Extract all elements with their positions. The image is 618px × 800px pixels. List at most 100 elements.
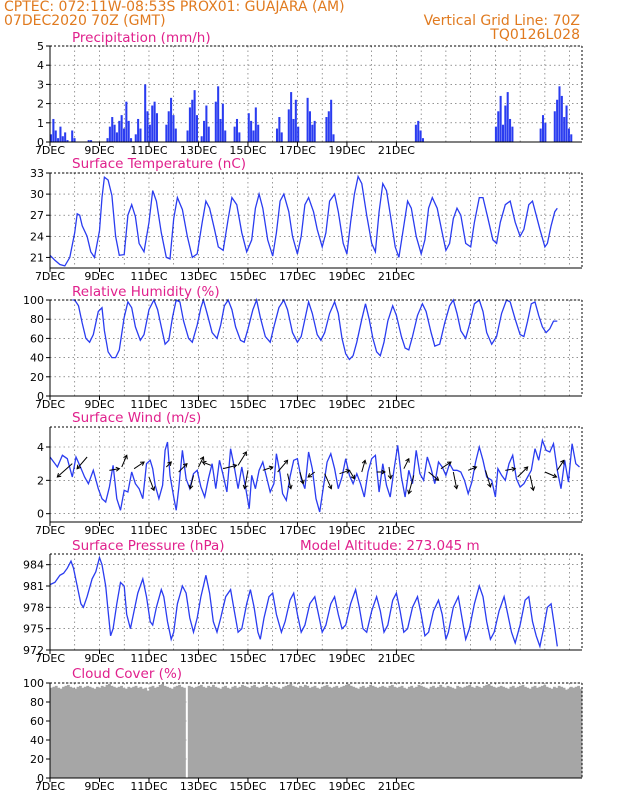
wind-arrow-shaft	[244, 470, 249, 489]
wind-arrow-head	[232, 463, 238, 469]
pres-xtick-label: 9DEC	[84, 652, 114, 665]
cloud-bar	[482, 685, 486, 778]
wind-arrow-head	[201, 460, 207, 466]
cloud-bar	[347, 683, 351, 778]
precip-bar	[417, 120, 420, 142]
precip-ytick-label: 2	[37, 98, 44, 111]
cloud-bar	[161, 683, 165, 778]
wind-arrow-head	[299, 479, 305, 485]
precip-bar	[233, 126, 236, 142]
cloud-bar	[137, 687, 140, 778]
wind-arrow-head	[115, 466, 121, 472]
rh-xtick-label: 15DEC	[229, 398, 266, 411]
wind-arrow-shaft	[339, 469, 350, 475]
pres-ytick-label: 972	[23, 644, 44, 657]
wind-arrow-shaft	[223, 464, 237, 470]
wind-arrow-head	[472, 465, 478, 471]
precip-bar	[139, 128, 142, 142]
cloud-xtick-label: 19DEC	[328, 780, 365, 793]
cloud-bar	[320, 686, 324, 778]
cloud-bar	[451, 687, 455, 778]
pres-xtick-label: 13DEC	[180, 652, 217, 665]
precip-bar	[165, 124, 168, 142]
precip-bar	[205, 105, 208, 142]
cloud-bar	[398, 686, 402, 778]
cloud-bar	[444, 687, 447, 778]
precip-bar	[254, 107, 257, 142]
cloud-bar	[284, 685, 288, 778]
cloud-bar	[383, 686, 387, 778]
precip-bar	[544, 122, 547, 142]
wind-arrow-head	[350, 474, 355, 480]
cloud-bar	[560, 686, 564, 778]
cloud-bar	[76, 686, 80, 778]
temp-xtick-label: 19DEC	[328, 270, 365, 283]
wind-arrow-head	[76, 464, 82, 470]
cloud-bar	[526, 687, 530, 778]
cloud-bar	[439, 684, 443, 778]
wind-arrow-shaft	[109, 468, 120, 471]
wind-arrow-shaft	[198, 456, 204, 468]
cloud-bar	[364, 687, 368, 778]
precip-xtick-label: 17DEC	[279, 144, 316, 157]
precip-bar	[118, 120, 121, 142]
wind-arrow-shaft	[262, 466, 273, 471]
cloud-xtick-label: 7DEC	[35, 780, 65, 793]
cloud-bar	[311, 686, 314, 778]
cloud-bar	[361, 685, 365, 778]
precip-bar	[153, 101, 156, 142]
wind-arrow-head	[361, 459, 367, 465]
precip-bar	[313, 120, 316, 142]
precip-bar	[122, 128, 126, 142]
cloud-bar	[103, 686, 107, 778]
cloud-bar	[132, 686, 136, 778]
rh-ytick-label: 80	[30, 313, 44, 326]
cloud-bar	[386, 687, 389, 778]
precip-bar	[567, 128, 570, 142]
precip-xtick-label: 15DEC	[229, 144, 266, 157]
cloud-bar	[393, 686, 397, 778]
rh-ytick-label: 100	[23, 294, 44, 307]
cloud-bar	[528, 688, 532, 778]
wind-arrow-shaft	[361, 460, 366, 473]
cloud-bar	[296, 687, 300, 778]
cloud-bar	[507, 688, 510, 778]
cloud-bar	[286, 684, 290, 778]
cloud-bar	[187, 685, 191, 778]
cloud-bar	[405, 688, 409, 778]
cloud-bar	[221, 686, 225, 778]
cloud-bar	[199, 684, 203, 778]
wind-arrow-shaft	[517, 466, 529, 478]
temp-title: Surface Temperature (nC)	[72, 156, 246, 172]
precip-bar	[311, 124, 314, 142]
cloud-bar	[272, 685, 276, 778]
temp-xtick-label: 7DEC	[35, 270, 65, 283]
cloud-bar	[577, 685, 580, 778]
wind-arrow-head	[530, 486, 536, 492]
cloud-bar	[569, 686, 573, 778]
precip-bar	[87, 140, 90, 142]
precip-bar	[504, 105, 507, 142]
precip-xtick-label: 11DEC	[130, 144, 167, 157]
cloud-xtick-label: 9DEC	[84, 780, 114, 793]
precip-bar	[64, 132, 67, 142]
cloud-bar	[81, 687, 85, 778]
precip-bar	[499, 95, 502, 142]
cloud-bar	[141, 688, 145, 778]
precip-bar	[146, 111, 149, 142]
wind-arrow-head	[560, 459, 565, 465]
cloud-bar	[316, 687, 319, 778]
wind-ytick-label: 4	[37, 441, 44, 454]
cloud-bar	[260, 686, 264, 778]
wind-arrow-head	[434, 476, 440, 481]
precip-bar	[235, 118, 239, 142]
cloud-bar	[400, 685, 404, 778]
cloud-bar	[231, 686, 235, 778]
wind-arrow-head	[242, 451, 247, 457]
cloud-ytick-label: 0	[37, 772, 44, 785]
precip-bar	[217, 86, 220, 142]
cloud-bar	[374, 686, 377, 778]
cloud-xtick-label: 13DEC	[180, 780, 217, 793]
rh-xtick-label: 17DEC	[279, 398, 316, 411]
rh-ytick-label: 20	[30, 371, 44, 384]
